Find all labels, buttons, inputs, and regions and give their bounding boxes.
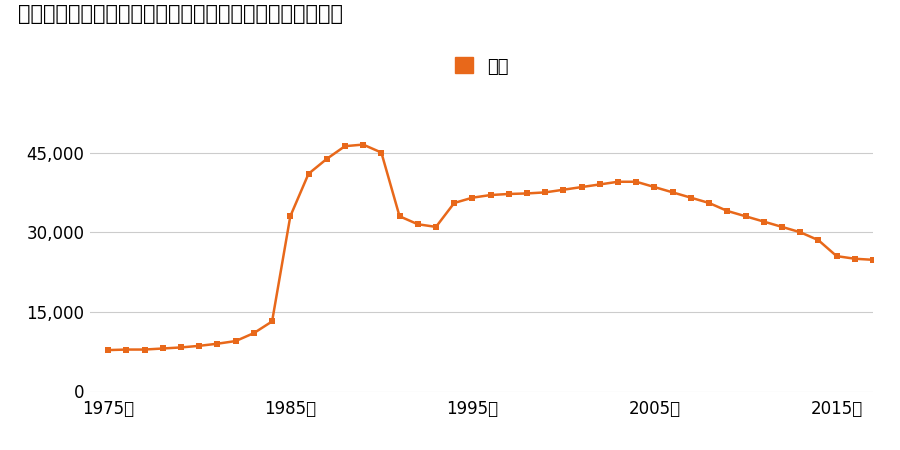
Text: 北海道帯広市西４条南３３丁目３番１ほか１筆の地価推移: 北海道帯広市西４条南３３丁目３番１ほか１筆の地価推移 <box>18 4 343 24</box>
Legend: 価格: 価格 <box>447 50 516 83</box>
